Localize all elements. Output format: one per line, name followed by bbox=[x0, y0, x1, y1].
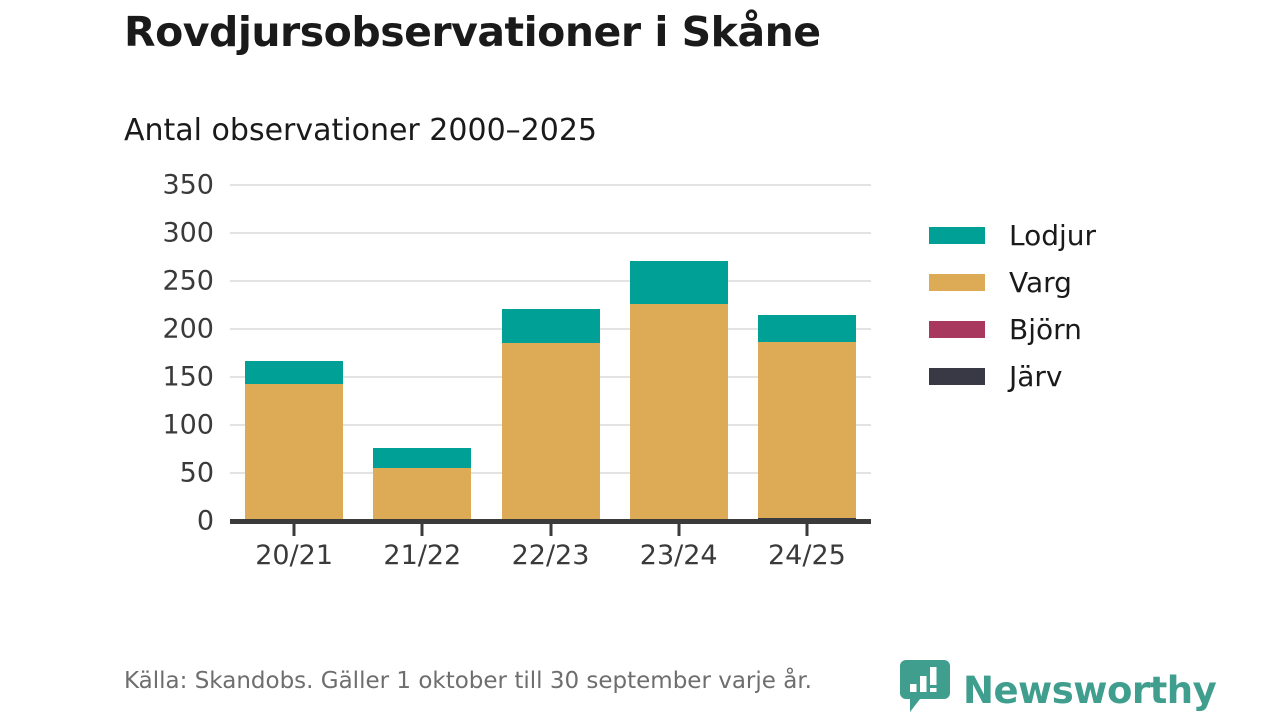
legend-label: Varg bbox=[1009, 266, 1072, 299]
bar-segment-lodjur[interactable] bbox=[501, 308, 600, 344]
legend-item-lodjur[interactable]: Lodjur bbox=[929, 212, 1096, 259]
x-axis-tick-label: 23/24 bbox=[639, 540, 718, 571]
legend-swatch bbox=[929, 227, 985, 244]
chart-subtitle: Antal observationer 2000–2025 bbox=[124, 113, 597, 148]
x-axis-tick-label: 21/22 bbox=[383, 540, 462, 571]
bar-segment-varg[interactable] bbox=[757, 342, 856, 519]
y-axis-tick-label: 100 bbox=[162, 409, 214, 441]
bar-segment-lodjur[interactable] bbox=[373, 448, 472, 469]
bar-stack[interactable] bbox=[757, 185, 856, 521]
newsworthy-logo[interactable]: Newsworthy bbox=[900, 660, 1217, 720]
x-axis-line bbox=[230, 519, 871, 524]
y-axis-tick-label: 200 bbox=[162, 313, 214, 345]
legend-swatch bbox=[929, 274, 985, 291]
y-axis-tick-label: 50 bbox=[179, 457, 214, 489]
page-title: Rovdjursobservationer i Skåne bbox=[124, 8, 821, 56]
chart-footer: Källa: Skandobs. Gäller 1 oktober till 3… bbox=[0, 660, 1280, 720]
bar-segment-varg[interactable] bbox=[373, 468, 472, 521]
legend-label: Björn bbox=[1009, 313, 1082, 346]
x-axis-tick-mark bbox=[292, 524, 296, 536]
gridline bbox=[230, 184, 871, 186]
legend-item-järv[interactable]: Järv bbox=[929, 353, 1096, 400]
bar-segment-varg[interactable] bbox=[629, 304, 728, 521]
gridline bbox=[230, 280, 871, 282]
bar-chart-speech-bubble-icon bbox=[900, 660, 950, 720]
x-axis-tick-label: 20/21 bbox=[255, 540, 333, 571]
x-axis-tick-mark bbox=[805, 524, 809, 536]
legend-swatch bbox=[929, 321, 985, 338]
x-axis-tick-label: 24/25 bbox=[767, 540, 846, 571]
bar-segment-lodjur[interactable] bbox=[629, 260, 728, 305]
bar-segment-varg[interactable] bbox=[245, 383, 344, 521]
y-axis-tick-label: 0 bbox=[196, 505, 214, 537]
bar-stack[interactable] bbox=[629, 185, 728, 521]
bar-stack[interactable] bbox=[501, 185, 600, 521]
bar-segment-lodjur[interactable] bbox=[757, 314, 856, 343]
source-note: Källa: Skandobs. Gäller 1 oktober till 3… bbox=[124, 668, 812, 694]
x-axis-tick-mark bbox=[420, 524, 424, 536]
legend-item-varg[interactable]: Varg bbox=[929, 259, 1096, 306]
y-axis-tick-label: 250 bbox=[162, 265, 214, 297]
legend-label: Järv bbox=[1009, 360, 1063, 393]
y-axis-tick-label: 300 bbox=[162, 217, 214, 249]
gridline bbox=[230, 232, 871, 234]
y-axis-tick-label: 150 bbox=[162, 361, 214, 393]
bar-segment-lodjur[interactable] bbox=[245, 360, 344, 384]
x-axis-tick-mark bbox=[549, 524, 552, 536]
y-axis-tick-label: 350 bbox=[162, 169, 214, 201]
bar-stack[interactable] bbox=[245, 185, 344, 521]
chart-legend: Lodjur Varg Björn Järv bbox=[929, 212, 1096, 400]
legend-swatch bbox=[929, 368, 985, 385]
bar-segment-varg[interactable] bbox=[501, 343, 600, 521]
legend-item-björn[interactable]: Björn bbox=[929, 306, 1096, 353]
legend-label: Lodjur bbox=[1009, 219, 1097, 252]
bar-stack[interactable] bbox=[373, 185, 472, 521]
newsworthy-wordmark: Newsworthy bbox=[963, 668, 1217, 712]
x-axis-tick-mark bbox=[677, 524, 681, 536]
x-axis-tick-label: 22/23 bbox=[511, 540, 590, 571]
